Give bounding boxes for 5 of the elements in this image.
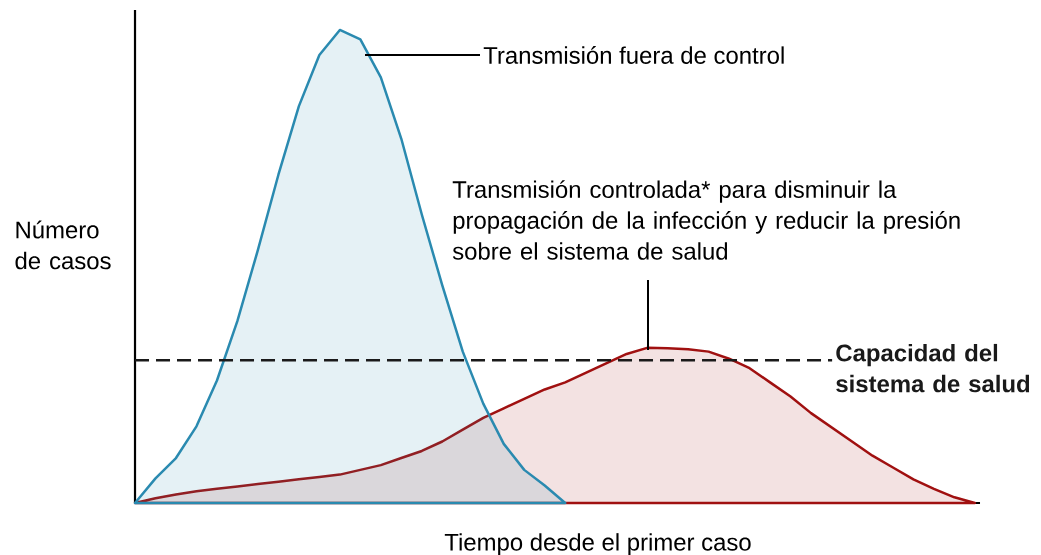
ref-line-label: Capacidad del sistema de salud — [836, 343, 1030, 393]
x-axis-title: Tiempo desde el primer caso — [444, 533, 751, 555]
annotation: Transmisión fuera de control — [483, 46, 784, 64]
annotation: Transmisión controlada* para disminuir la propagación de la infección y reducir la presión sobre el sistema de salud — [452, 180, 960, 260]
y-axis-title: Número de casos — [15, 220, 111, 270]
